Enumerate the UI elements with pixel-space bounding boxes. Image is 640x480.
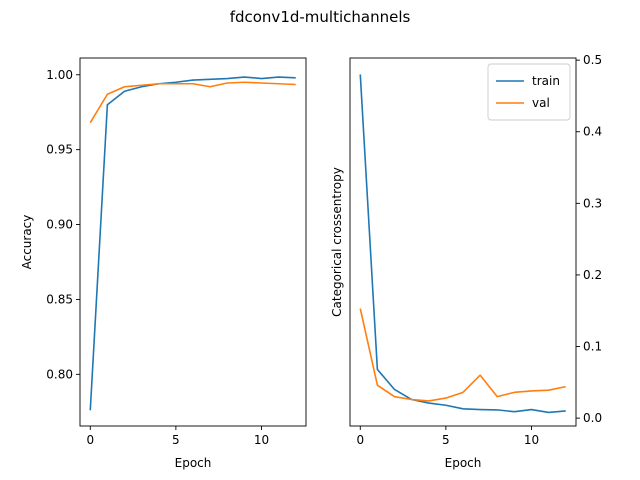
y-tick-label: 0.3 [583, 196, 602, 210]
axes-frame [349, 57, 577, 427]
x-tick-label: 0 [86, 433, 94, 447]
x-axis-label: Epoch [175, 456, 212, 470]
y-tick-label: 0.1 [583, 340, 602, 354]
y-axis-label: Accuracy [20, 215, 34, 270]
val-series-line [89, 81, 296, 124]
loss-panel: 0 5 10 0.0 0.1 0.2 0.3 0.4 0.5 Epoch Categorical c… [330, 53, 602, 470]
legend-box [487, 63, 571, 121]
y-tick-label: 0.90 [46, 218, 73, 232]
accuracy-panel: 0 5 10 0.80 0.85 0.90 0.95 1.00 Epoch Accuracy [20, 57, 307, 470]
axes-frame [79, 57, 307, 427]
x-tick-label: 5 [172, 433, 180, 447]
y-tick-label: 0.4 [583, 125, 602, 139]
x-axis-label: Epoch [445, 456, 482, 470]
x-tick-label: 5 [442, 433, 450, 447]
y-tick-label: 0.95 [46, 143, 73, 157]
x-tick-label: 10 [254, 433, 269, 447]
y-axis-label: Categorical crossentropy [330, 167, 344, 317]
train-series-line [359, 74, 566, 414]
x-tick-label: 0 [356, 433, 364, 447]
legend-label-val: val [532, 96, 550, 110]
legend-label-train: train [532, 74, 560, 88]
figure-title: fdconv1d-multichannels [229, 8, 411, 26]
train-series-line [89, 76, 296, 411]
y-tick-label: 1.00 [46, 68, 73, 82]
x-tick-label: 10 [524, 433, 539, 447]
y-tick-label: 0.80 [46, 367, 73, 381]
y-tick-label: 0.0 [583, 411, 602, 425]
y-tick-label: 0.85 [46, 292, 73, 306]
val-series-line [359, 308, 566, 402]
y-tick-label: 0.5 [583, 53, 602, 67]
y-tick-label: 0.2 [583, 268, 602, 282]
